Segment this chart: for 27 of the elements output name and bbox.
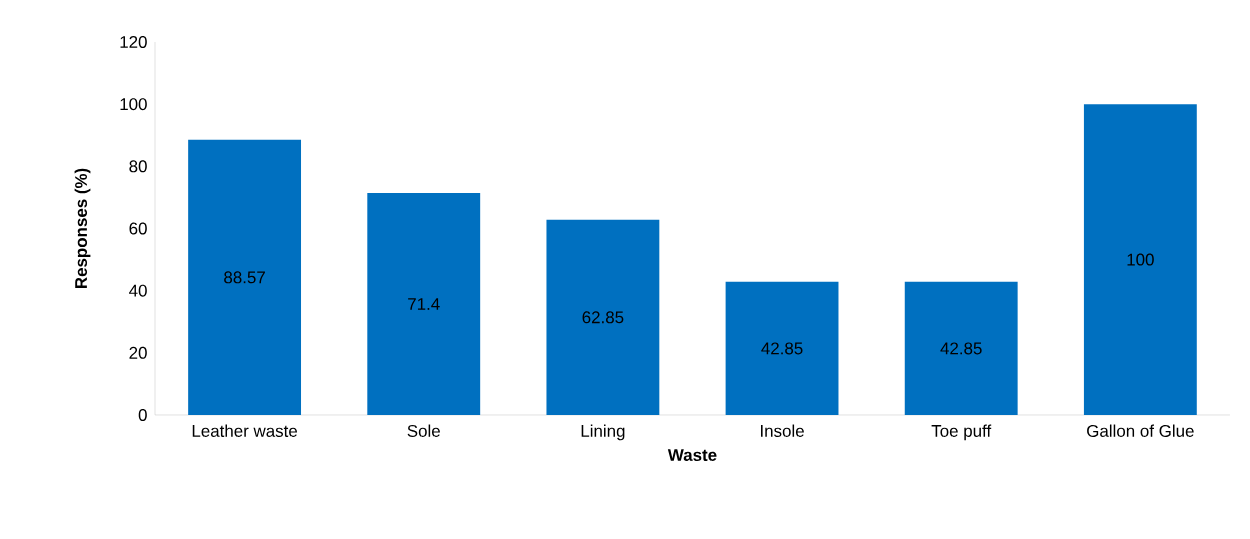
bar [367,193,481,415]
bar [725,281,839,415]
x-tick-label: Gallon of Glue [1087,424,1194,437]
bar [904,281,1018,415]
bar [188,139,302,415]
x-tick-label: Sole [407,424,440,437]
x-tick-label: Leather waste [192,424,298,437]
y-tick-label: 40 [129,284,147,297]
y-axis-title: Responses (%) [74,168,91,289]
bar [546,219,660,415]
data-label: 88.57 [224,271,265,284]
data-label: 42.85 [761,342,803,355]
bar [1083,104,1197,415]
x-axis-title: Waste [667,449,717,461]
data-label: 62.85 [582,311,624,324]
data-label: 71.4 [408,298,440,310]
y-tick-label: 60 [129,222,147,235]
y-tick-label: 100 [120,98,147,111]
y-tick-label: 0 [138,408,147,421]
x-tick-label: Lining [581,424,625,441]
x-tick-label: Insole [761,424,804,437]
x-tick-label: Toe puff [931,424,992,441]
y-tick-label: 20 [129,346,147,359]
y-tick-label: 80 [129,160,147,173]
data-label: 42.85 [940,342,982,355]
data-label: 100 [1127,253,1154,266]
y-tick-label: 120 [120,35,147,48]
